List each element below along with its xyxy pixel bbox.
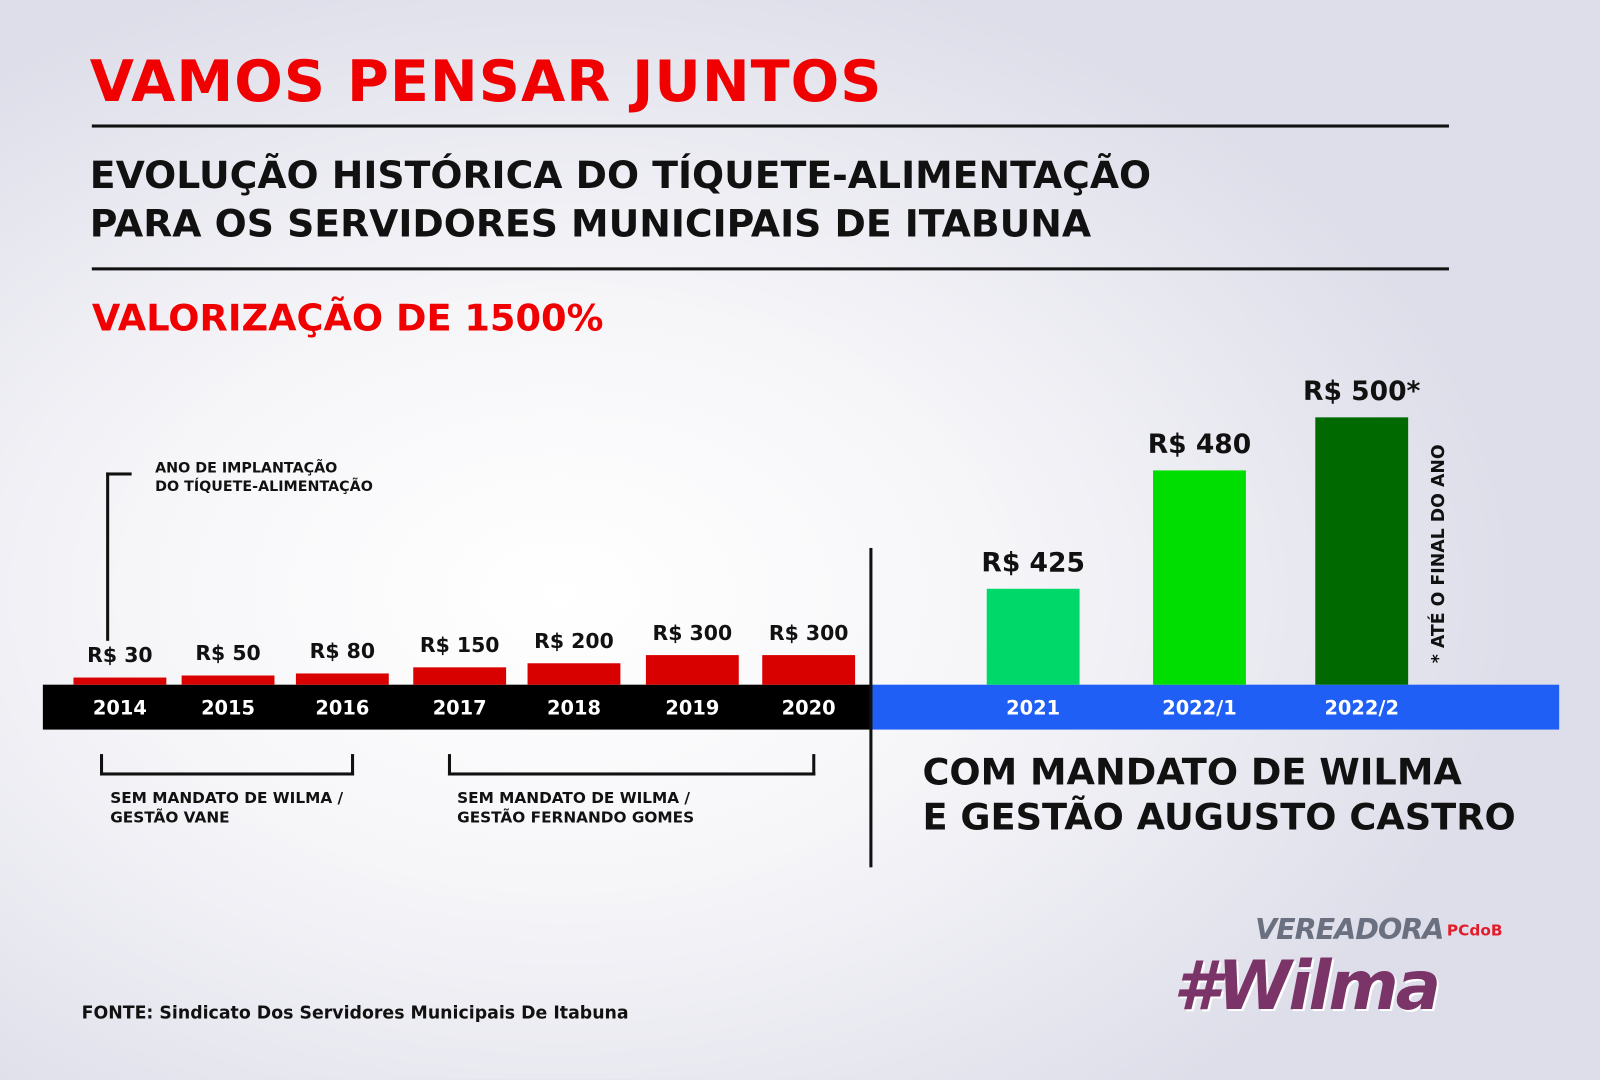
bar-2022/1 (1153, 470, 1246, 685)
logo-vereadora: VEREADORA (1255, 912, 1444, 946)
wilma-period-label: COM MANDATO DE WILMA E GESTÃO AUGUSTO CA… (922, 751, 1515, 841)
logo-name: #Wilma (1173, 946, 1441, 1026)
band-right (872, 684, 1560, 730)
x-tick-label: 2017 (432, 696, 487, 720)
x-tick-label: 2022/2 (1324, 696, 1399, 720)
bar-value-label: R$ 480 (1147, 429, 1252, 461)
logo: VEREADORA PCdoB #Wilma (1173, 912, 1503, 1035)
x-tick-label: 2019 (665, 696, 720, 720)
bar-2015 (181, 675, 275, 685)
subtitle-line1: EVOLUÇÃO HISTÓRICA DO TÍQUETE-ALIMENTAÇÃ… (89, 153, 1152, 197)
fernando-label: SEM MANDATO DE WILMA / GESTÃO FERNANDO G… (457, 789, 694, 828)
x-tick-label: 2015 (201, 696, 256, 720)
bracket-vane (99, 754, 355, 776)
period-divider (869, 547, 873, 868)
note-line: DO TÍQUETE-ALIMENTAÇÃO (155, 478, 373, 495)
x-tick-label: 2018 (546, 696, 601, 720)
label-line: SEM MANDATO DE WILMA / (110, 788, 344, 808)
bar-value-label: R$ 30 (87, 642, 153, 667)
label-line: SEM MANDATO DE WILMA / (457, 788, 691, 808)
x-tick-label: 2021 (1006, 696, 1061, 720)
x-tick-label: 2022/1 (1162, 696, 1237, 720)
label-line: GESTÃO FERNANDO GOMES (457, 808, 695, 827)
x-tick-label: 2014 (92, 696, 147, 720)
bar-2022/2 (1315, 417, 1409, 685)
subtitle-line2: PARA OS SERVIDORES MUNICIPAIS DE ITABUNA (89, 202, 1092, 246)
label-line: GESTÃO VANE (110, 808, 230, 827)
bar-2021 (986, 588, 1080, 685)
bar-value-label: R$ 300 (652, 620, 733, 645)
source-note: FONTE: Sindicato Dos Servidores Municipa… (81, 1003, 629, 1024)
band-left (42, 684, 873, 730)
bar-2017 (413, 667, 507, 685)
vane-label: SEM MANDATO DE WILMA / GESTÃO VANE (110, 789, 343, 828)
implantation-note: ANO DE IMPLANTAÇÃO DO TÍQUETE-ALIMENTAÇÃ… (155, 459, 373, 496)
subtitle: EVOLUÇÃO HISTÓRICA DO TÍQUETE-ALIMENTAÇÃ… (90, 151, 1151, 249)
bar-2018 (527, 663, 621, 685)
bar-value-label: R$ 50 (195, 640, 261, 666)
divider (91, 124, 1449, 128)
bar-value-label: R$ 500* (1303, 376, 1421, 408)
bar-2019 (645, 655, 739, 685)
bar-2020 (762, 655, 856, 685)
label-line: COM MANDATO DE WILMA (922, 752, 1462, 794)
bracket-fernando (447, 754, 816, 776)
page-title: VAMOS PENSAR JUNTOS (89, 48, 883, 116)
logo-party: PCdoB (1446, 921, 1503, 940)
bar-2014 (73, 677, 167, 685)
highlight-text: VALORIZAÇÃO DE 1500% (91, 297, 604, 340)
label-line: E GESTÃO AUGUSTO CASTRO (922, 796, 1516, 839)
bar-value-label: R$ 80 (309, 638, 376, 663)
bar-value-label: R$ 150 (419, 632, 500, 658)
bar-2016 (295, 673, 389, 685)
note-line: ANO DE IMPLANTAÇÃO (155, 460, 338, 477)
footnote: * ATÉ O FINAL DO ANO (1428, 444, 1449, 664)
x-tick-label: 2016 (315, 696, 370, 720)
bar-value-label: R$ 300 (768, 620, 849, 645)
bar-value-label: R$ 425 (981, 547, 1085, 579)
x-tick-label: 2020 (781, 696, 836, 720)
implantation-pointer (106, 472, 132, 641)
bar-value-label: R$ 200 (534, 628, 614, 654)
divider (91, 267, 1449, 271)
